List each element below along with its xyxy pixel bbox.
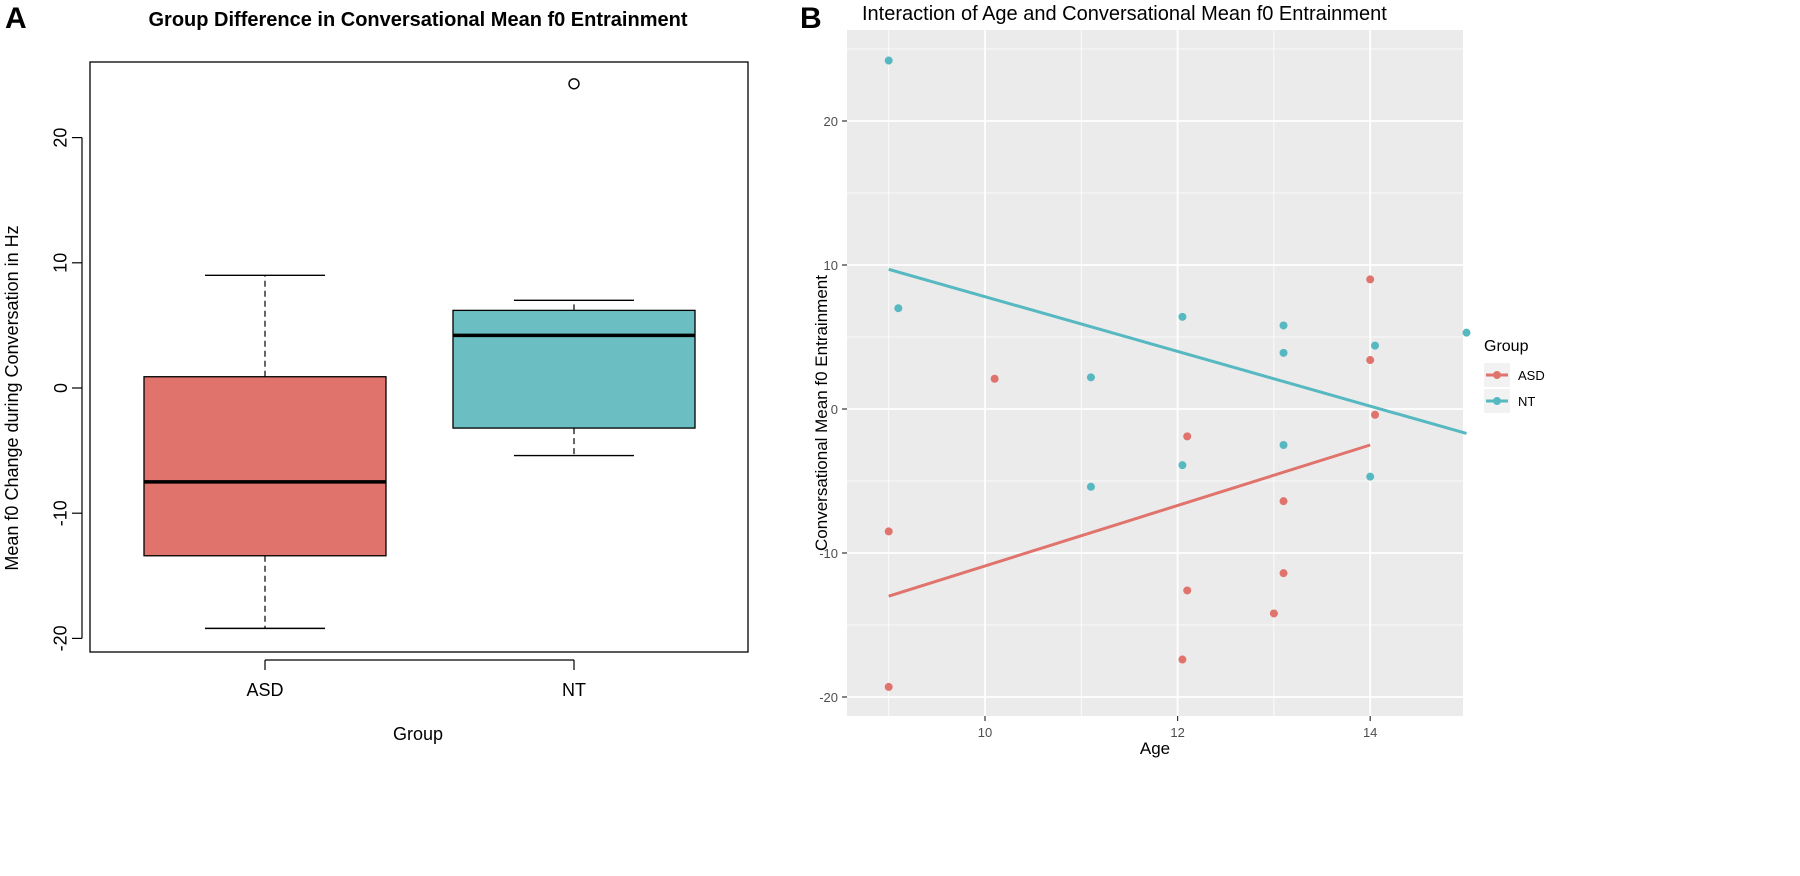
y-tick-label-a: -20	[51, 625, 71, 651]
data-point-nt	[1366, 472, 1375, 481]
y-tick-label-a: 20	[51, 128, 71, 148]
panel-a-letter: A	[5, 2, 27, 35]
data-point-nt	[1279, 348, 1288, 357]
data-point-asd	[1269, 609, 1278, 618]
data-point-asd	[1279, 569, 1288, 578]
legend-label-asd: ASD	[1518, 368, 1545, 383]
plot-a-frame	[89, 61, 749, 653]
data-point-nt	[1178, 461, 1187, 470]
data-point-asd	[1279, 497, 1288, 506]
data-point-asd	[884, 527, 893, 536]
data-point-nt	[1086, 373, 1095, 382]
x-tick-label-b: 10	[978, 725, 992, 740]
data-point-nt	[1086, 482, 1095, 491]
y-tick-label-a: 0	[51, 383, 71, 393]
data-point-nt	[884, 56, 893, 65]
data-point-asd	[1183, 586, 1192, 595]
legend-key-point	[1493, 397, 1501, 405]
boxplot-chart: Group Difference in Conversational Mean …	[2, 9, 749, 744]
y-tick-label-b: 0	[831, 402, 838, 417]
fit-line-nt	[888, 267, 1467, 435]
fit-line-asd	[888, 443, 1371, 598]
data-point-nt	[1178, 312, 1187, 321]
y-tick-label-b: -10	[819, 546, 838, 561]
data-point-asd	[990, 374, 999, 383]
y-tick-label-a: 10	[51, 253, 71, 273]
data-point-nt	[1279, 441, 1288, 449]
data-point-asd	[1178, 655, 1187, 664]
y-tick-label-b: 20	[824, 114, 838, 129]
x-axis-label-b: Age	[1140, 739, 1170, 758]
y-axis-label-b: Conversational Mean f0 Entrainment	[812, 275, 831, 551]
y-tick-label-b: 10	[824, 258, 838, 273]
legend-label-nt: NT	[1518, 394, 1535, 409]
box-asd	[143, 376, 387, 557]
y-tick-label-a: -10	[51, 500, 71, 526]
box-nt	[452, 309, 696, 429]
data-point-asd	[884, 682, 893, 691]
data-point-asd	[1366, 356, 1375, 365]
x-tick-label-a: ASD	[246, 680, 283, 700]
x-axis-label-a: Group	[393, 724, 443, 744]
y-tick-label-b: -20	[819, 690, 838, 705]
x-tick-label-a: NT	[562, 680, 586, 700]
data-point-asd	[1183, 432, 1192, 441]
legend-title: Group	[1484, 338, 1529, 355]
legend-key-point	[1493, 371, 1501, 379]
panel-b-letter: B	[800, 2, 822, 35]
outlier-point	[568, 78, 580, 90]
data-point-nt	[1371, 341, 1380, 350]
plot-b-panel	[847, 30, 1463, 716]
x-tick-label-b: 12	[1170, 725, 1184, 740]
data-point-asd	[1366, 275, 1375, 284]
chart-a-title: Group Difference in Conversational Mean …	[149, 9, 688, 31]
data-point-nt	[1462, 328, 1471, 337]
data-point-nt	[894, 304, 903, 313]
scatter-chart: Interaction of Age and Conversational Me…	[812, 3, 1545, 758]
chart-b-title: Interaction of Age and Conversational Me…	[862, 3, 1387, 25]
data-point-asd	[1371, 410, 1380, 419]
x-tick-label-b: 14	[1363, 725, 1377, 740]
data-point-nt	[1279, 321, 1288, 330]
y-axis-label-a: Mean f0 Change during Conversation in Hz	[2, 225, 22, 570]
